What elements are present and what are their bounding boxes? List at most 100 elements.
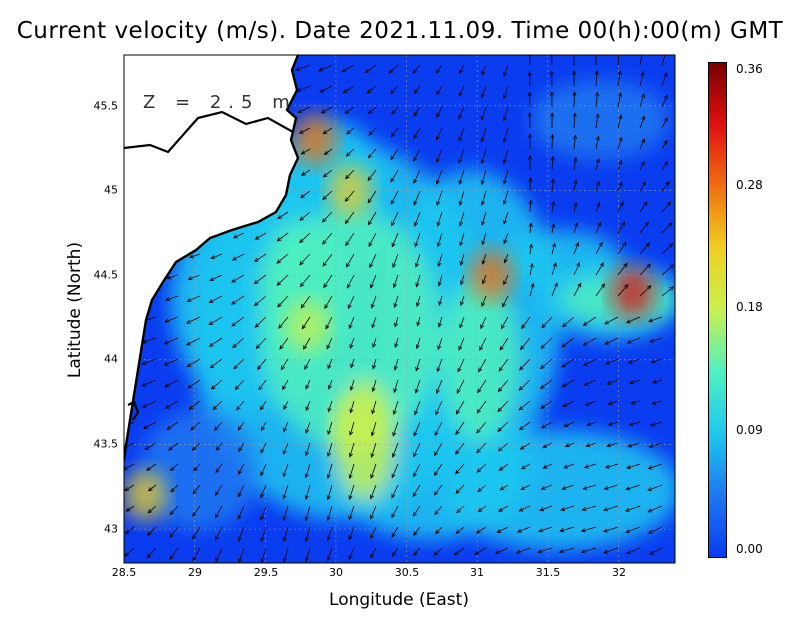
current-vector xyxy=(583,463,597,469)
y-tick-label: 43.5 xyxy=(93,437,119,451)
current-vector xyxy=(480,106,487,121)
y-tick-label: 43 xyxy=(104,522,118,536)
current-vector xyxy=(146,547,157,559)
current-vector xyxy=(639,115,646,129)
current-vector xyxy=(605,358,619,365)
current-vector xyxy=(625,526,641,534)
current-vector xyxy=(455,526,465,534)
current-vector xyxy=(327,379,333,390)
current-vector xyxy=(458,127,465,142)
current-vector xyxy=(298,127,311,134)
current-vector xyxy=(625,316,641,324)
current-vector xyxy=(529,282,535,297)
current-vector xyxy=(437,316,443,328)
current-vector xyxy=(539,505,553,512)
current-vector xyxy=(169,505,179,516)
current-vector xyxy=(434,526,443,535)
current-vector xyxy=(639,55,643,66)
current-vector xyxy=(540,337,553,349)
current-vector xyxy=(580,526,597,533)
current-vector xyxy=(304,442,311,457)
current-vector xyxy=(324,295,333,310)
current-vector xyxy=(482,274,487,285)
current-vector xyxy=(437,337,443,351)
current-vector xyxy=(502,295,509,308)
current-vector xyxy=(282,526,289,543)
current-vector xyxy=(412,463,421,478)
current-vector xyxy=(124,526,135,535)
current-vector xyxy=(370,505,377,520)
current-vector xyxy=(573,282,582,297)
current-vector xyxy=(458,148,465,164)
current-vector xyxy=(166,421,179,430)
x-tick-label: 30 xyxy=(329,566,343,579)
current-vector xyxy=(573,156,578,171)
current-vector xyxy=(549,70,554,87)
current-vector xyxy=(436,190,443,207)
current-vector xyxy=(458,190,465,207)
current-vector xyxy=(502,190,509,206)
current-vector xyxy=(540,484,553,490)
current-vector xyxy=(300,295,311,309)
current-vector xyxy=(528,177,533,192)
current-vector xyxy=(327,421,333,435)
current-vector xyxy=(661,139,668,150)
current-vector xyxy=(391,232,399,248)
current-vector xyxy=(585,442,597,448)
current-vector xyxy=(502,85,509,100)
current-vector xyxy=(393,295,399,309)
current-vector xyxy=(192,547,201,562)
current-vector xyxy=(299,211,311,221)
current-vector xyxy=(215,505,223,519)
current-vector xyxy=(542,442,553,449)
current-vector xyxy=(282,484,289,500)
current-vector xyxy=(413,106,421,117)
current-vector xyxy=(390,85,399,95)
current-vector xyxy=(147,505,157,514)
current-vector xyxy=(527,91,532,108)
current-vector xyxy=(436,358,443,373)
current-vector xyxy=(323,148,333,155)
current-vector xyxy=(413,127,421,140)
current-vector xyxy=(390,169,399,183)
current-vector xyxy=(435,400,443,416)
current-vector xyxy=(141,358,157,366)
current-vector xyxy=(300,148,311,155)
current-vector xyxy=(455,400,465,415)
current-vector xyxy=(231,316,245,327)
current-vector xyxy=(436,85,443,96)
current-vector xyxy=(277,211,289,220)
current-vector xyxy=(617,241,627,255)
current-vector xyxy=(497,505,509,512)
current-vector xyxy=(368,211,377,226)
current-vector xyxy=(480,169,487,186)
current-vector xyxy=(503,232,509,245)
current-vector xyxy=(125,505,135,512)
current-vector xyxy=(650,358,663,364)
current-vector xyxy=(186,316,201,324)
current-vector xyxy=(346,274,355,289)
current-vector xyxy=(558,547,575,554)
current-vector xyxy=(607,421,619,426)
current-vector xyxy=(604,463,619,469)
current-vector xyxy=(551,242,556,255)
current-vector xyxy=(215,547,223,563)
current-vector xyxy=(278,316,289,329)
current-vector xyxy=(561,316,575,328)
current-vector xyxy=(186,358,201,368)
current-vector xyxy=(617,181,623,192)
current-vector xyxy=(231,274,245,283)
colorbar-tick-label: 0.18 xyxy=(736,300,763,314)
current-vector xyxy=(481,295,487,307)
current-vector xyxy=(477,484,487,493)
plot-frame xyxy=(123,54,676,564)
current-vector xyxy=(166,274,179,280)
current-vector xyxy=(412,64,421,74)
current-vector xyxy=(391,442,399,458)
current-vector xyxy=(617,201,624,213)
current-vector xyxy=(563,463,575,469)
current-vector xyxy=(146,526,157,537)
current-vector xyxy=(282,442,289,456)
current-vector xyxy=(478,358,487,373)
current-vector xyxy=(301,169,311,176)
